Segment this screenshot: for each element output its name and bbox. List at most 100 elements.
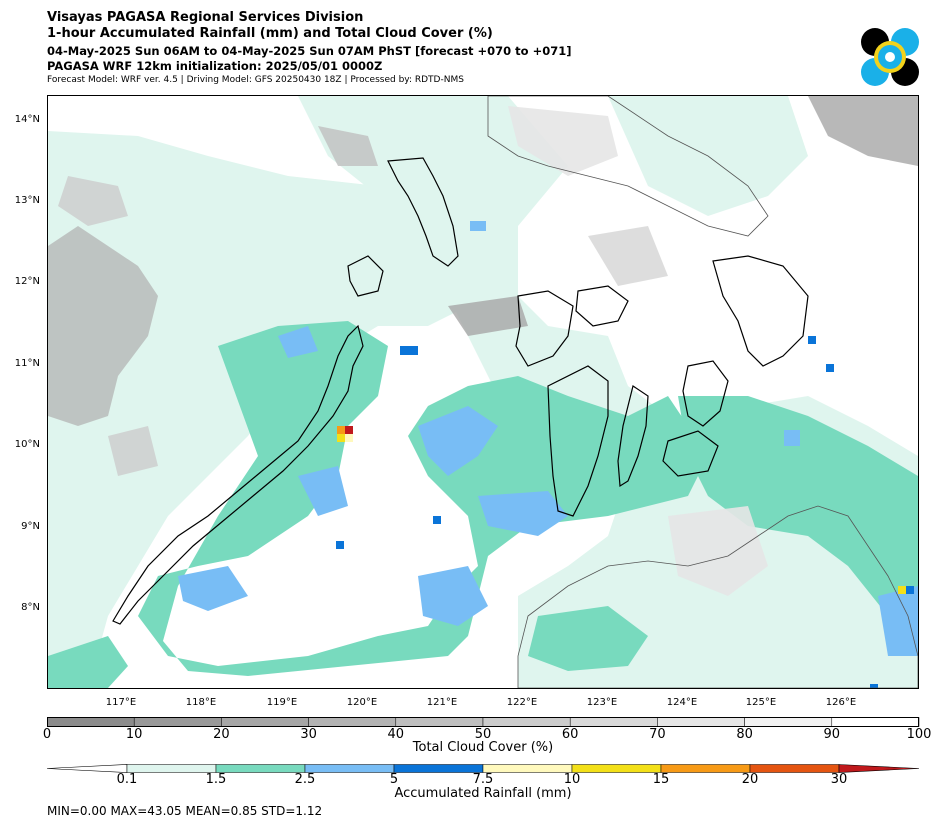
lon-label-122: 122°E <box>506 697 538 708</box>
rain-cell-30 <box>345 426 353 434</box>
cloud-colorbar-segment <box>831 717 920 727</box>
cloud-field <box>318 126 378 166</box>
lon-label-121: 121°E <box>426 697 458 708</box>
cloud-colorbar-segment <box>221 717 309 727</box>
rain-field-heavy <box>878 586 918 656</box>
cloud-field <box>448 296 528 336</box>
rainfall-map <box>47 95 919 689</box>
rain-cell-heavy <box>470 221 486 231</box>
pagasa-logo <box>861 28 919 86</box>
coastline-negros <box>547 365 609 517</box>
lon-label-117: 117°E <box>105 697 137 708</box>
cloud-colorbar-tick-label: 40 <box>387 727 405 742</box>
cloud-colorbar-tick-label: 0 <box>42 727 52 742</box>
lon-label-123: 123°E <box>586 697 618 708</box>
cloud-cover-legend-title: Total Cloud Cover (%) <box>412 740 554 755</box>
cloud-colorbar-tick-label: 20 <box>213 727 230 742</box>
rain-field-heavy <box>298 466 348 516</box>
coastline-masbate <box>575 285 629 327</box>
cloud-field <box>808 96 918 166</box>
rain-colorbar-tick-label: 2.5 <box>294 772 316 787</box>
cloud-colorbar-segment <box>395 717 484 727</box>
rain-colorbar-tick-label: 15 <box>652 772 670 787</box>
cloud-field <box>508 106 618 176</box>
cloud-field <box>48 226 158 426</box>
lon-label-118: 118°E <box>185 697 217 708</box>
cloud-colorbar-tick-label: 30 <box>300 727 317 742</box>
rain-cell-5 <box>433 516 441 524</box>
rainfall-colorbar <box>47 764 920 773</box>
cloud-colorbar-tick-label: 70 <box>649 727 666 742</box>
coastline-panay <box>515 290 574 367</box>
rain-cell-10 <box>898 586 906 594</box>
statistics-summary: MIN=0.00 MAX=43.05 MEAN=0.85 STD=1.12 <box>47 804 323 818</box>
rain-cell-5 <box>400 346 418 355</box>
coastline-luzon <box>487 96 769 237</box>
lat-label-8: 8°N <box>21 602 40 613</box>
cloud-colorbar-segment <box>133 717 222 727</box>
rain-cell-7-5 <box>345 434 353 442</box>
rain-field-heavy <box>478 491 568 536</box>
cloud-colorbar-segment <box>657 717 745 727</box>
rain-colorbar-tick-label: 7.5 <box>472 772 494 787</box>
rain-cell-10 <box>337 434 345 442</box>
rain-colorbar-over-extension <box>838 764 920 773</box>
coastline-samar <box>712 255 809 367</box>
cloud-field <box>668 506 768 596</box>
rain-colorbar-tick-label: 20 <box>741 772 759 787</box>
rain-cell-5 <box>870 684 878 688</box>
cloud-colorbar-segment <box>744 717 833 727</box>
rain-field-heavy <box>178 566 248 611</box>
coastline-bohol <box>662 430 719 477</box>
rain-field-moderate <box>528 606 648 671</box>
rain-cell-heavy <box>784 430 800 446</box>
lat-label-9: 9°N <box>21 521 40 532</box>
cloud-field <box>588 226 668 286</box>
rain-field-moderate <box>48 636 128 688</box>
rainfall-legend-title: Accumulated Rainfall (mm) <box>394 786 572 801</box>
lon-label-126: 126°E <box>825 697 857 708</box>
lon-label-119: 119°E <box>266 697 298 708</box>
coastline-mindoro <box>387 157 459 267</box>
rain-field-heavy <box>418 566 488 626</box>
cloud-field <box>58 176 128 226</box>
rain-cell-15 <box>337 426 345 434</box>
cloud-colorbar-tick-label: 80 <box>736 727 753 742</box>
title-product: 1-hour Accumulated Rainfall (mm) and Tot… <box>47 26 493 41</box>
rain-cell-5 <box>808 336 816 344</box>
rain-colorbar-tick-label: 0.1 <box>116 772 138 787</box>
cloud-colorbar-segment <box>482 717 571 727</box>
title-initialization: PAGASA WRF 12km initialization: 2025/05/… <box>47 59 383 73</box>
lat-label-11: 11°N <box>14 358 40 369</box>
lon-label-124: 124°E <box>666 697 698 708</box>
cloud-colorbar-tick-label: 50 <box>474 727 492 742</box>
rain-colorbar-tick-label: 5 <box>389 772 399 787</box>
cloud-colorbar-tick-label: 90 <box>823 727 841 742</box>
rain-field-moderate <box>138 321 708 676</box>
cloud-colorbar-tick-label: 10 <box>125 727 143 742</box>
lat-label-13: 13°N <box>14 195 40 206</box>
title-valid-time: 04-May-2025 Sun 06AM to 04-May-2025 Sun … <box>47 44 572 58</box>
rain-field-heavy <box>278 326 318 358</box>
title-model-info: Forecast Model: WRF ver. 4.5 | Driving M… <box>47 75 464 85</box>
lat-label-14: 14°N <box>14 114 40 125</box>
cloud-colorbar-tick-label: 60 <box>561 727 579 742</box>
cloud-colorbar-segment <box>47 717 135 727</box>
rain-cell-5 <box>336 541 344 549</box>
cloud-colorbar-tick-label: 100 <box>906 727 932 742</box>
lon-label-120: 120°E <box>346 697 378 708</box>
rain-colorbar-tick-label: 10 <box>563 772 581 787</box>
coastline-palawan <box>112 324 364 625</box>
rain-cell-5 <box>826 364 834 372</box>
cloud-colorbar-segment <box>308 717 397 727</box>
coastline-calamian <box>347 255 384 297</box>
rain-field-moderate <box>678 396 918 616</box>
cloud-colorbar-segment <box>569 717 658 727</box>
cloud-field <box>108 426 158 476</box>
lat-label-12: 12°N <box>14 276 40 287</box>
rain-colorbar-tick-label: 30 <box>830 772 848 787</box>
rain-colorbar-tick-label: 1.5 <box>205 772 227 787</box>
lat-label-10: 10°N <box>14 439 40 450</box>
rain-cell-5 <box>906 586 914 594</box>
rain-field-heavy <box>418 406 498 476</box>
